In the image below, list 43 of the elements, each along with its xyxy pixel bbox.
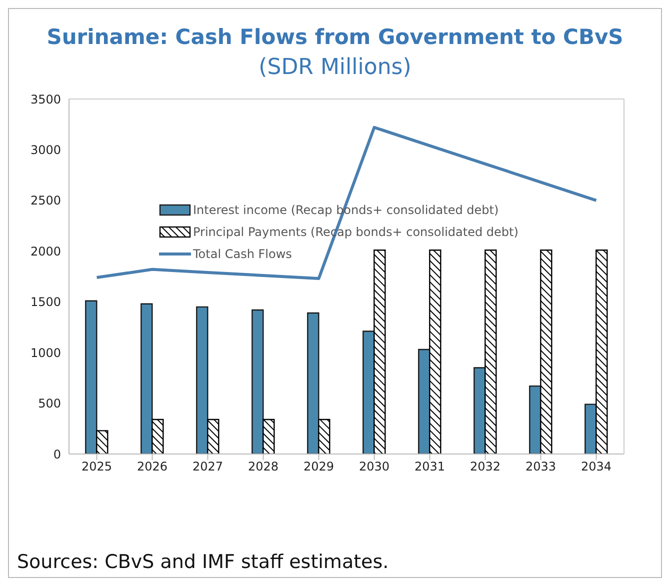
y-tick-label: 2500 [30,194,61,208]
line-series [95,126,598,280]
bar [140,303,153,454]
y-tick-label: 3000 [30,142,61,157]
y-tick-label: 2000 [30,244,61,258]
chart-subtitle: (SDR Millions) [258,55,412,80]
x-tick-label: 2029 [303,460,334,474]
bar [207,418,220,454]
y-tick-label: 500 [38,396,61,411]
bar [418,348,430,454]
x-tick-label: 2031 [414,460,446,474]
bar [540,250,552,454]
x-tick-label: 2026 [136,460,168,474]
x-tick-label: 2027 [192,460,224,474]
bar [584,404,597,454]
y-tick-label: 1500 [30,295,61,310]
x-tick-label: 2034 [580,460,612,474]
x-tick-label: 2025 [81,460,112,474]
y-tick-label: 1000 [30,346,61,360]
bar [374,250,386,454]
bar [318,418,330,454]
x-tick-label: 2028 [248,460,279,474]
x-tick-label: 2030 [358,460,390,474]
bar [484,250,497,454]
bar [196,306,208,454]
bar [362,330,375,454]
legend-label: Total Cash Flows [193,247,292,261]
bar [529,385,542,454]
bar [429,250,442,454]
bar [596,250,608,454]
bar [474,367,486,454]
bar [252,309,264,454]
bar [96,430,108,454]
bar [262,418,275,454]
chart-title: Suriname: Cash Flows from Government to CBvS [46,25,624,49]
x-tick-label: 2033 [525,460,556,474]
bar [307,312,320,454]
x-tick-label: 2032 [470,460,501,474]
source-note: Sources: CBvS and IMF staff estimates. [17,551,389,573]
bar [85,300,98,454]
y-tick-label: 0 [53,447,61,462]
bar [152,418,164,454]
y-tick-label: 3500 [30,92,61,106]
